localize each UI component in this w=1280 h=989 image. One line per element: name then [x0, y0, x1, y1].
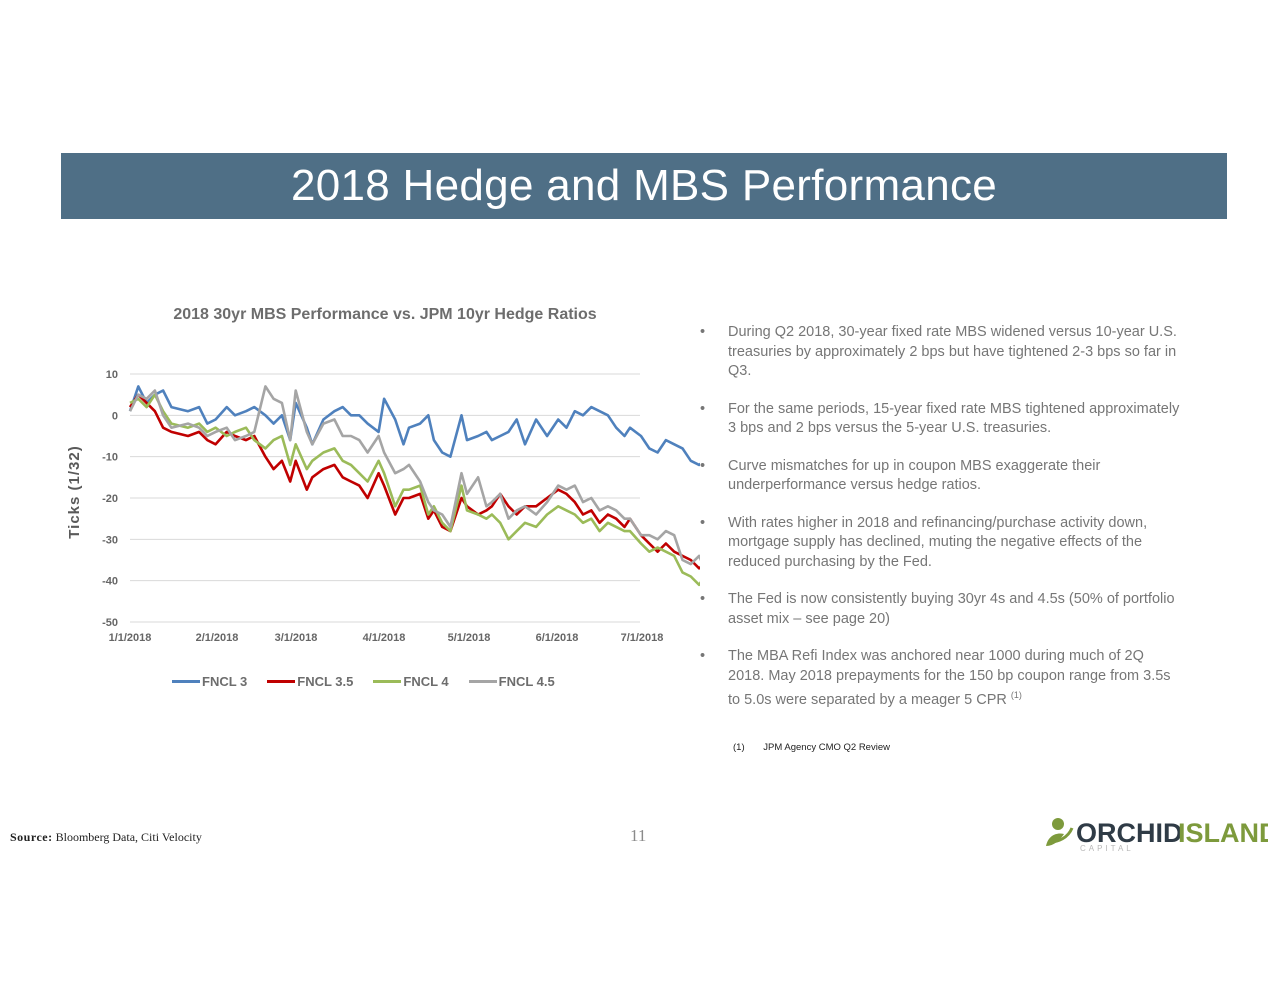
- bullet-text: For the same periods, 15-year fixed rate…: [728, 400, 1180, 437]
- y-tick-label: -50: [102, 617, 118, 629]
- legend-swatch: [267, 680, 296, 683]
- series-line-fncl-3: [128, 385, 700, 467]
- x-tick-label: 3/1/2018: [275, 632, 318, 644]
- x-tick-label: 5/1/2018: [448, 632, 491, 644]
- bullet-marker: •: [700, 648, 706, 664]
- series-line-fncl-4-5: [128, 385, 700, 566]
- y-tick-label: -20: [102, 493, 118, 505]
- bullet-item: • For the same periods, 15-year fixed ra…: [700, 400, 1180, 439]
- series-layer: [128, 385, 700, 587]
- legend-swatch: [172, 680, 200, 683]
- bullet-item: • The Fed is now consistently buying 30y…: [700, 590, 1180, 629]
- chart-legend: FNCL 3 FNCL 3.5 FNCL 4 FNCL 4.5: [172, 674, 575, 689]
- legend-item-fncl-4: FNCL 4: [373, 674, 449, 689]
- footnote-text: JPM Agency CMO Q2 Review: [763, 742, 890, 753]
- x-tick-label: 2/1/2018: [196, 632, 239, 644]
- bullet-item: • With rates higher in 2018 and refinanc…: [700, 514, 1180, 573]
- bullet-text: The MBA Refi Index was anchored near 100…: [728, 648, 1171, 708]
- footnote-reference: (1): [1010, 690, 1022, 700]
- legend-swatch: [373, 680, 402, 683]
- legend-item-fncl-3-5: FNCL 3.5: [267, 674, 353, 689]
- source-label: Source:: [10, 830, 53, 844]
- logo-text-primary: ORCHID: [1076, 818, 1183, 848]
- bullet-item: • During Q2 2018, 30-year fixed rate MBS…: [700, 323, 1180, 382]
- line-chart: 10 0 -10 -20 -30 -40 -50 1/1/2018 2/1/2018 3/1/20…: [66, 369, 700, 644]
- footnote-number: (1): [733, 742, 745, 753]
- bullet-text: During Q2 2018, 30-year fixed rate MBS w…: [728, 324, 1177, 379]
- bullet-text: The Fed is now consistently buying 30yr …: [728, 591, 1175, 627]
- source-note: Source: Bloomberg Data, Citi Velocity: [10, 830, 202, 845]
- legend-item-fncl-4-5: FNCL 4.5: [468, 674, 555, 689]
- x-tick-label: 7/1/2018: [621, 632, 664, 644]
- y-tick-label: -10: [102, 452, 118, 464]
- company-logo: ORCHID ISLAND CAPITAL: [1046, 818, 1268, 852]
- legend-label: FNCL 3.5: [297, 674, 354, 689]
- slide-title: 2018 Hedge and MBS Performance: [61, 153, 1227, 219]
- source-text: Bloomberg Data, Citi Velocity: [55, 830, 202, 844]
- bullet-marker: •: [700, 400, 706, 417]
- bullet-marker: •: [700, 457, 706, 474]
- bullet-marker: •: [700, 591, 706, 607]
- x-tick-label: 4/1/2018: [363, 632, 406, 644]
- series-line-fncl-3-5: [128, 393, 700, 570]
- legend-label: FNCL 4: [403, 674, 449, 689]
- bullet-text: Curve mismatches for up in coupon MBS ex…: [728, 457, 1101, 494]
- x-tick-label: 1/1/2018: [109, 632, 152, 644]
- grid-layer: [130, 373, 640, 623]
- logo-tagline: CAPITAL: [1080, 844, 1134, 852]
- bullet-text: With rates higher in 2018 and refinancin…: [728, 514, 1148, 570]
- bullet-marker: •: [700, 514, 706, 531]
- tick-label-layer: 10 0 -10 -20 -30 -40 -50 1/1/2018 2/1/2018 3/1/20…: [102, 369, 663, 644]
- legend-item-fncl-3: FNCL 3: [172, 674, 247, 689]
- bullet-list: • During Q2 2018, 30-year fixed rate MBS…: [700, 323, 1180, 729]
- bullet-item: • Curve mismatches for up in coupon MBS …: [700, 457, 1180, 496]
- y-tick-label: 0: [112, 410, 118, 422]
- page-number: 11: [630, 826, 647, 845]
- bullet-item: • The MBA Refi Index was anchored near 1…: [700, 647, 1180, 711]
- series-line-fncl-4: [129, 393, 700, 587]
- logo-text-secondary: ISLAND: [1178, 818, 1268, 848]
- y-axis-label: Ticks (1/32): [66, 445, 83, 538]
- bullet-marker: •: [700, 324, 706, 340]
- y-tick-label: -30: [102, 534, 118, 546]
- chart-title: 2018 30yr MBS Performance vs. JPM 10yr H…: [173, 306, 597, 323]
- footnote: (1) JPM Agency CMO Q2 Review: [733, 742, 890, 753]
- y-tick-label: -40: [102, 576, 118, 588]
- legend-swatch: [468, 680, 497, 683]
- x-tick-label: 6/1/2018: [536, 632, 579, 644]
- legend-label: FNCL 4.5: [498, 674, 555, 689]
- orchid-flower-icon: [1046, 818, 1074, 846]
- y-tick-label: 10: [106, 369, 118, 381]
- legend-label: FNCL 3: [202, 674, 248, 689]
